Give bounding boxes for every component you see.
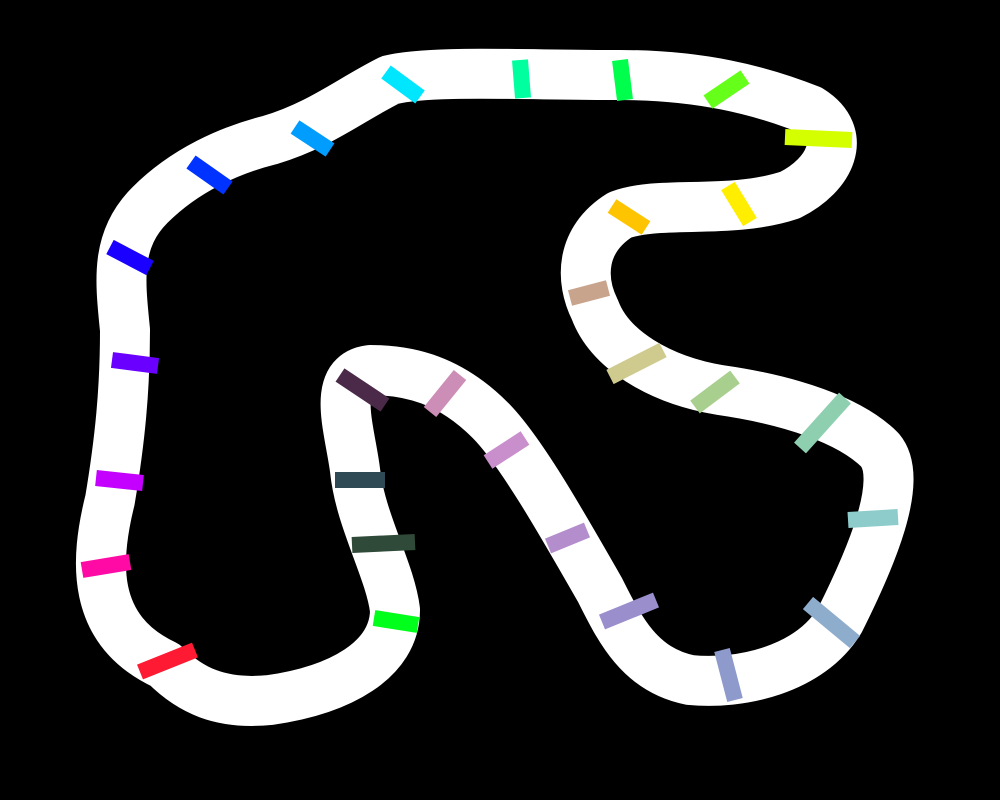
checkpoint-24 [483, 431, 530, 469]
checkpoint-4 [110, 352, 160, 374]
checkpoint-23 [544, 522, 591, 554]
checkpoints-layer [80, 59, 899, 703]
checkpoint-9 [512, 59, 531, 99]
checkpoint-28 [351, 534, 416, 553]
checkpoint-5 [106, 239, 154, 276]
checkpoint-8 [381, 65, 425, 104]
checkpoint-25 [423, 369, 467, 418]
checkpoint-3 [95, 470, 144, 491]
checkpoint-12 [784, 129, 853, 148]
checkpoint-29 [372, 610, 420, 633]
checkpoint-2 [80, 554, 132, 578]
checkpoint-10 [612, 59, 633, 101]
checkpoint-22 [598, 592, 660, 630]
checkpoint-20 [802, 596, 861, 649]
checkpoint-17 [690, 370, 740, 414]
checkpoint-16 [606, 342, 667, 385]
checkpoint-26 [335, 368, 390, 412]
checkpoint-19 [847, 509, 899, 528]
checkpoint-1 [137, 642, 198, 680]
checkpoint-21 [714, 647, 743, 703]
checkpoint-6 [186, 155, 233, 195]
checkpoint-18 [794, 392, 851, 454]
checkpoint-15 [567, 280, 611, 306]
checkpoint-14 [607, 199, 651, 235]
checkpoint-11 [703, 70, 750, 109]
checkpoint-13 [721, 181, 757, 227]
checkpoint-7 [290, 120, 335, 157]
